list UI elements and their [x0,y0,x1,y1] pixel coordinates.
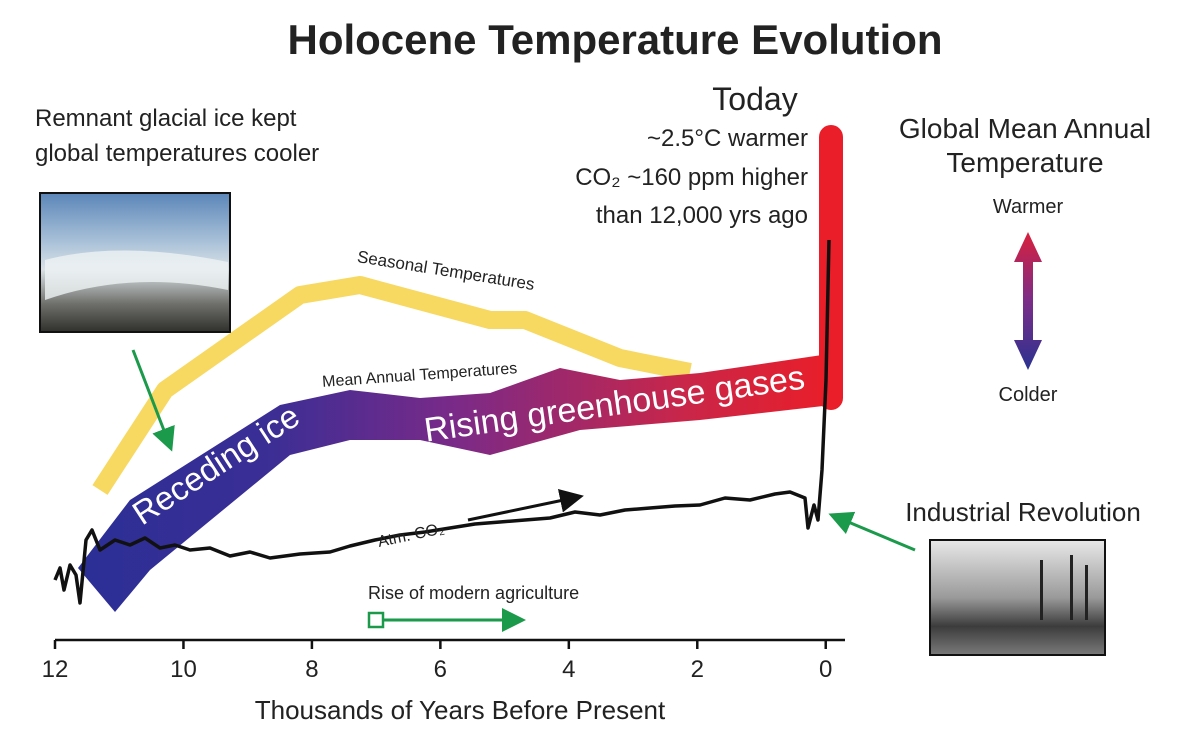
annotation: Rise of modern agriculture [368,583,579,603]
mean-annual-band [78,355,832,612]
annotation: Remnant glacial ice kept [35,105,297,132]
annotation: Warmer [993,196,1064,218]
annotation: CO₂ ~160 ppm higher [575,164,808,191]
x-tick-label: 10 [170,656,197,683]
x-tick-label: 2 [691,656,704,683]
annotation: Colder [999,384,1058,406]
industry-photo [929,539,1106,656]
glacier-ice [45,250,228,300]
annotation: Global Mean Annual [899,113,1151,144]
x-tick-label: 6 [434,656,447,683]
modern-spike [819,125,843,410]
annotation: ~2.5°C warmer [647,125,808,152]
x-tick-label: 8 [305,656,318,683]
annotation: Industrial Revolution [905,497,1141,527]
co2-line [53,239,831,605]
seasonal-curve [92,276,692,495]
co2-arrow [467,488,584,522]
industry-arrow [828,511,916,552]
warm-cold-arrow [1014,232,1042,370]
annotation: Today [712,81,797,117]
agriculture-start [367,611,385,629]
annotation: Atm. CO₂ [376,520,446,551]
annotation: Temperature [946,147,1103,178]
glacier-arrow [131,349,175,452]
annotation: Mean Annual Temperatures [322,360,518,391]
x-tick-label: 4 [562,656,575,683]
x-axis-label: Thousands of Years Before Present [255,695,666,725]
annotation: than 12,000 yrs ago [596,202,808,229]
annotation: global temperatures cooler [35,140,319,167]
x-tick-label: 0 [819,656,832,683]
x-tick-label: 12 [42,656,69,683]
chart-title: Holocene Temperature Evolution [288,16,943,63]
